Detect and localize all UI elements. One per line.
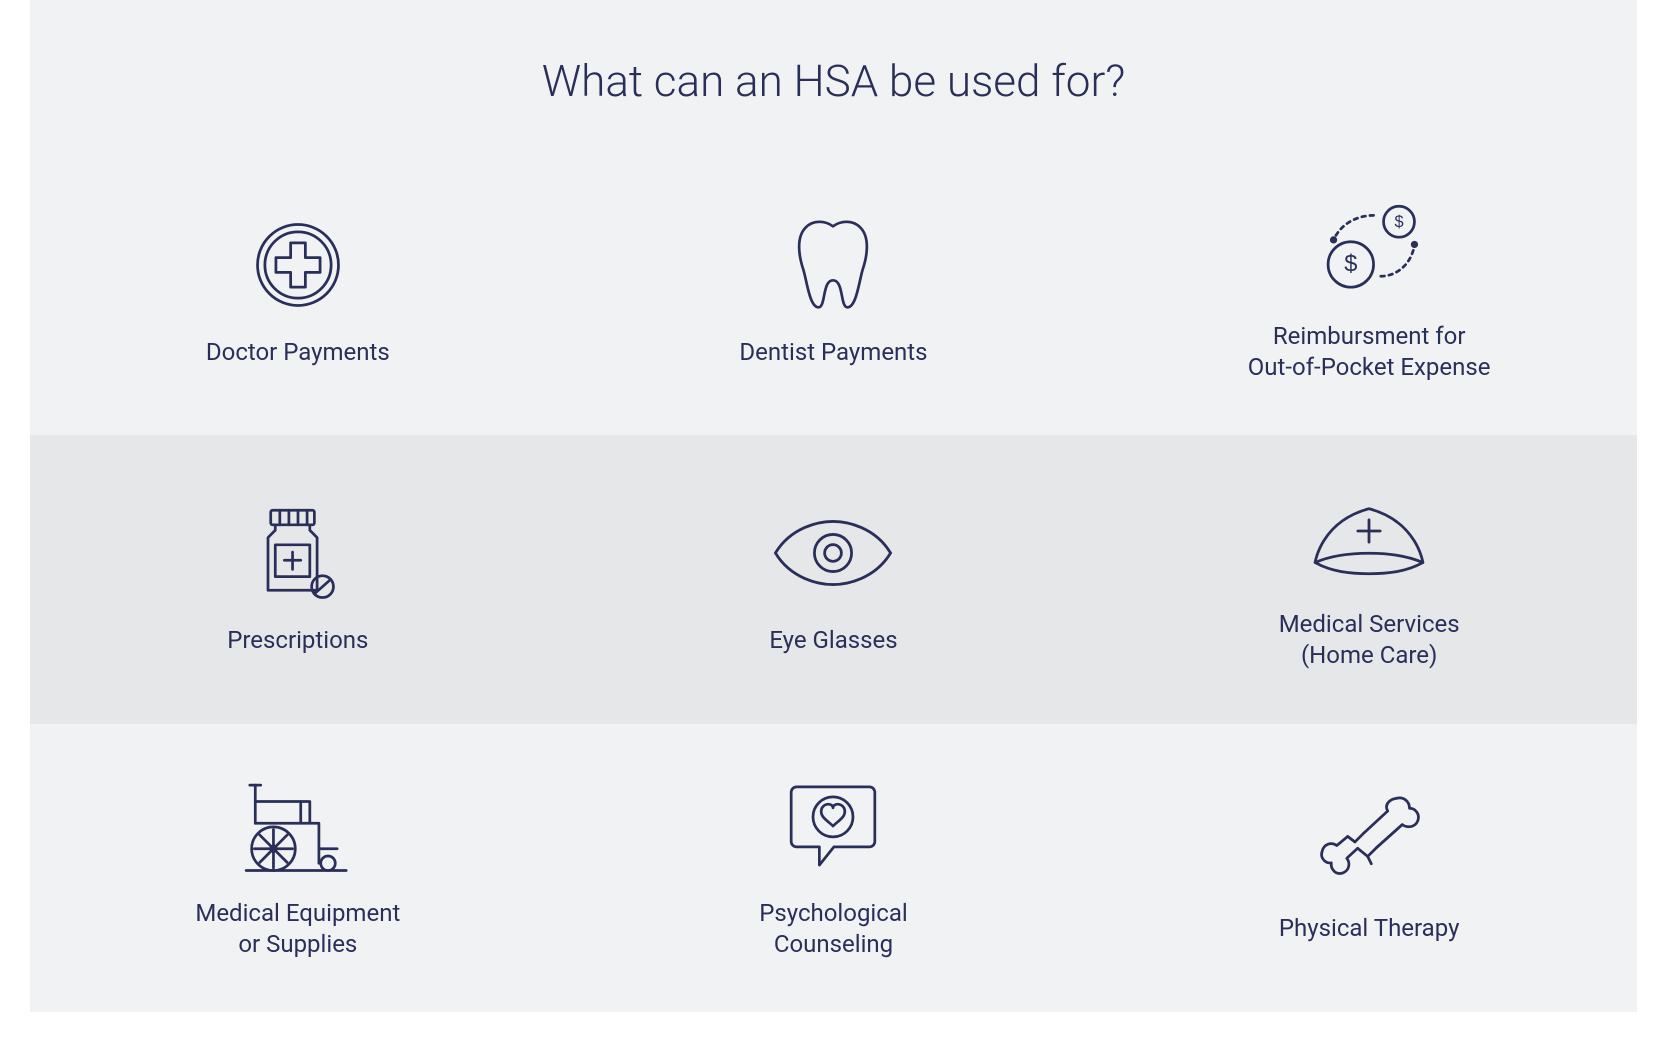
item-dentist-payments: Dentist Payments: [566, 147, 1102, 435]
eye-icon: [763, 503, 903, 603]
wheelchair-icon: [228, 776, 368, 876]
heart-chat-icon: [763, 776, 903, 876]
item-label: Physical Therapy: [1279, 913, 1460, 944]
item-eye-glasses: Eye Glasses: [566, 435, 1102, 723]
item-label: Medical Equipment or Supplies: [195, 898, 400, 960]
item-label: Eye Glasses: [769, 625, 897, 656]
item-doctor-payments: Doctor Payments: [30, 147, 566, 435]
svg-text:$: $: [1395, 213, 1404, 231]
item-physical-therapy: Physical Therapy: [1101, 724, 1637, 1012]
title: What can an HSA be used for?: [30, 0, 1637, 147]
item-home-care: Medical Services (Home Care): [1101, 435, 1637, 723]
item-prescriptions: Prescriptions: [30, 435, 566, 723]
bone-icon: [1299, 791, 1439, 891]
medical-cross-circle-icon: [228, 215, 368, 315]
item-psychological-counseling: Psychological Counseling: [566, 724, 1102, 1012]
nurse-cap-icon: [1299, 487, 1439, 587]
svg-text:$: $: [1344, 252, 1357, 278]
item-label: Doctor Payments: [206, 337, 390, 368]
item-label: Reimbursment for Out-of-Pocket Expense: [1248, 321, 1491, 383]
item-label: Psychological Counseling: [759, 898, 908, 960]
tooth-icon: [763, 215, 903, 315]
item-label: Prescriptions: [227, 625, 368, 656]
item-reimbursement: $ $ Reimbursment for Out-of-Pocket Expen…: [1101, 147, 1637, 435]
items-grid: Doctor Payments Dentist Payments $ $: [30, 147, 1637, 1012]
item-label: Medical Services (Home Care): [1279, 609, 1460, 671]
money-cycle-icon: $ $: [1299, 199, 1439, 299]
item-label: Dentist Payments: [739, 337, 927, 368]
pill-bottle-icon: [228, 503, 368, 603]
infographic-card: What can an HSA be used for? Doctor Paym…: [30, 0, 1637, 1012]
item-medical-equipment: Medical Equipment or Supplies: [30, 724, 566, 1012]
